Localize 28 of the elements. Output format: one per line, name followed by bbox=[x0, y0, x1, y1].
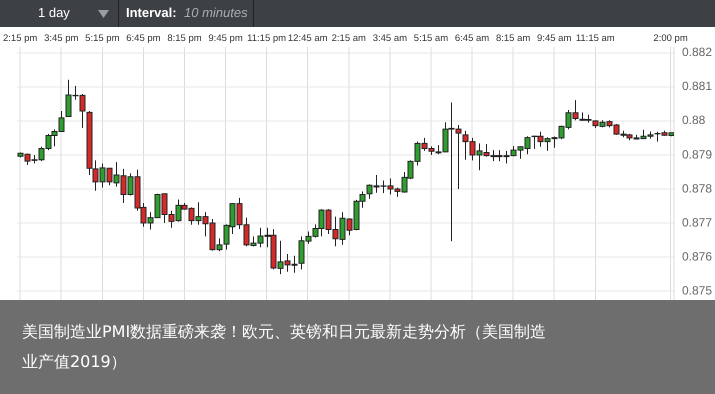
x-tick-label: 2:00 pm bbox=[653, 32, 688, 44]
y-tick-label: 0.878 bbox=[682, 181, 712, 196]
y-tick-label: 0.88 bbox=[682, 113, 706, 128]
x-tick-label: 9:45 pm bbox=[208, 32, 243, 44]
text: 10 minutes bbox=[184, 5, 248, 20]
text: 1 day bbox=[38, 5, 70, 20]
x-tick-label: 2:15 pm bbox=[3, 32, 38, 44]
text: 美国制造业PMI数据重磅来袭！欧元、英镑和日元最新走势分析（美国制造业产值2019） bbox=[22, 321, 548, 373]
x-tick-label: 5:15 pm bbox=[85, 32, 120, 44]
x-tick-label: 11:15 am bbox=[576, 32, 615, 44]
y-tick-label: 0.875 bbox=[682, 283, 712, 298]
y-tick-label: 0.876 bbox=[682, 249, 712, 264]
y-tick-label: 0.877 bbox=[682, 215, 712, 230]
x-tick-label: 6:45 pm bbox=[126, 32, 161, 44]
x-tick-label: 8:15 pm bbox=[167, 32, 202, 44]
x-tick-label: 8:15 am bbox=[496, 32, 530, 44]
x-tick-label: 12:45 am bbox=[288, 32, 328, 44]
x-tick-label: 5:15 am bbox=[414, 32, 448, 44]
x-tick-label: 9:45 am bbox=[537, 32, 572, 44]
y-tick-label: 0.882 bbox=[682, 45, 712, 60]
x-tick-label: 6:45 am bbox=[454, 32, 490, 44]
y-tick-label: 0.881 bbox=[682, 79, 712, 94]
y-tick-label: 0.879 bbox=[682, 147, 712, 162]
x-tick-label: 11:15 pm bbox=[247, 32, 286, 44]
x-tick-label: 3:45 am bbox=[372, 32, 408, 44]
x-tick-label: 3:45 pm bbox=[44, 32, 78, 44]
x-tick-label: 2:15 am bbox=[332, 32, 366, 44]
text: Interval: bbox=[126, 5, 177, 20]
